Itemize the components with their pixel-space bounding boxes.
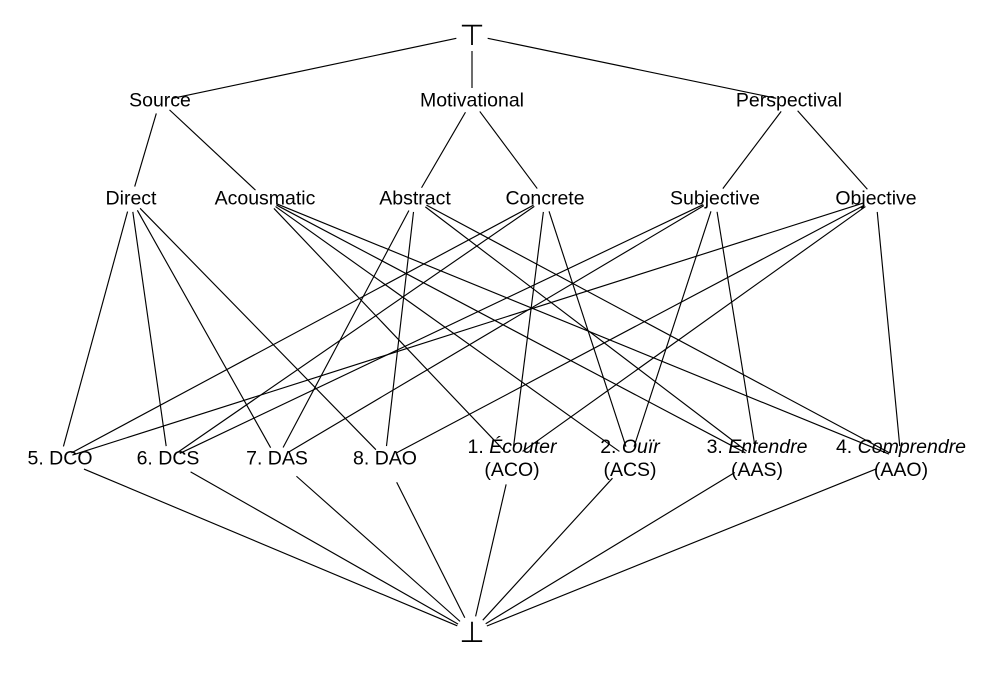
lattice-edge	[486, 468, 878, 627]
node-perspectival: Perspectival	[735, 89, 843, 112]
leaf-number: 3.	[706, 436, 723, 458]
node-das: 7. DAS	[246, 448, 308, 471]
lattice-edge	[139, 207, 377, 451]
node-objective: Objective	[835, 187, 917, 210]
lattice-edge	[72, 202, 864, 456]
lattice-edge	[797, 110, 868, 190]
lattice-edge	[485, 471, 736, 625]
lattice-edge	[136, 210, 272, 448]
lattice-edge	[716, 211, 756, 447]
leaf-term: Comprendre	[857, 436, 967, 458]
lattice-edge	[548, 211, 627, 447]
lattice-edge	[172, 37, 457, 99]
leaf-number: 6.	[136, 447, 153, 470]
lattice-edge	[475, 484, 507, 617]
lattice-edge	[513, 211, 544, 447]
node-aas: 3. Entendre (AAS)	[707, 436, 808, 482]
node-dao: 8. DAO	[353, 448, 417, 471]
node-concrete: Concrete	[505, 187, 585, 210]
leaf-term: DCO	[49, 447, 93, 470]
lattice-edge	[83, 468, 458, 627]
lattice-edge	[876, 211, 901, 447]
lattice-edge	[178, 205, 535, 453]
lattice-edge	[273, 208, 504, 450]
top-element: ⊤	[459, 17, 485, 52]
lattice-edge	[132, 211, 167, 447]
node-direct: Direct	[105, 187, 157, 210]
lattice-edge	[62, 211, 129, 447]
lattice-edge	[482, 477, 613, 621]
leaf-term: Ouïr	[621, 436, 660, 458]
node-dco: 5. DCO	[27, 448, 92, 471]
lattice-edge	[396, 481, 466, 618]
lattice-edge	[287, 205, 705, 453]
leaf-code: (AAO)	[873, 459, 929, 481]
lattice-edge	[275, 206, 620, 452]
lattice-edge	[71, 204, 534, 454]
leaf-number: 7.	[246, 447, 263, 470]
lattice-edge	[425, 206, 747, 452]
leaf-number: 8.	[353, 447, 370, 470]
node-motivational: Motivational	[419, 89, 525, 112]
lattice-edge	[296, 475, 461, 622]
node-abstract: Abstract	[379, 187, 451, 210]
leaf-term: DCS	[158, 447, 200, 470]
lattice-edge	[421, 111, 466, 189]
leaf-term: DAS	[267, 447, 308, 470]
node-aao: 4. Comprendre (AAO)	[836, 436, 966, 482]
leaf-code: (ACS)	[603, 459, 657, 481]
leaf-number: 5.	[27, 447, 44, 470]
leaf-term: DAO	[374, 447, 417, 470]
node-dcs: 6. DCS	[137, 448, 200, 471]
leaf-number: 2.	[600, 436, 617, 458]
node-subjective: Subjective	[670, 187, 760, 210]
leaf-number: 1.	[467, 436, 484, 458]
node-acousmatic: Acousmatic	[214, 187, 316, 210]
leaf-number: 4.	[835, 436, 853, 458]
lattice-edge	[385, 211, 415, 447]
leaf-code: (AAS)	[730, 459, 783, 481]
lattice-edge	[190, 471, 459, 625]
lattice-edge	[396, 204, 865, 454]
lattice-edge	[276, 203, 890, 455]
node-acs: 2. Ouïr (ACS)	[600, 436, 660, 482]
lattice-edge	[487, 37, 777, 99]
lattice-edge	[276, 204, 746, 454]
leaf-term: Écouter	[489, 436, 557, 458]
lattice-edge	[169, 109, 256, 191]
node-aco: 1. Écouter (ACO)	[468, 436, 557, 482]
lattice-edge	[179, 204, 704, 454]
bottom-element: ⊥	[459, 614, 485, 649]
lattice-edge	[633, 211, 712, 447]
lattice-edge	[479, 111, 538, 189]
lattice-edge	[282, 210, 410, 448]
leaf-term: Entendre	[728, 436, 808, 458]
lattice-edge	[426, 204, 890, 454]
lattice-edge	[134, 113, 157, 187]
node-source: Source	[129, 89, 191, 112]
lattice-edge	[522, 206, 866, 452]
leaf-code: (ACO)	[484, 459, 540, 481]
lattice-edge	[722, 111, 782, 189]
